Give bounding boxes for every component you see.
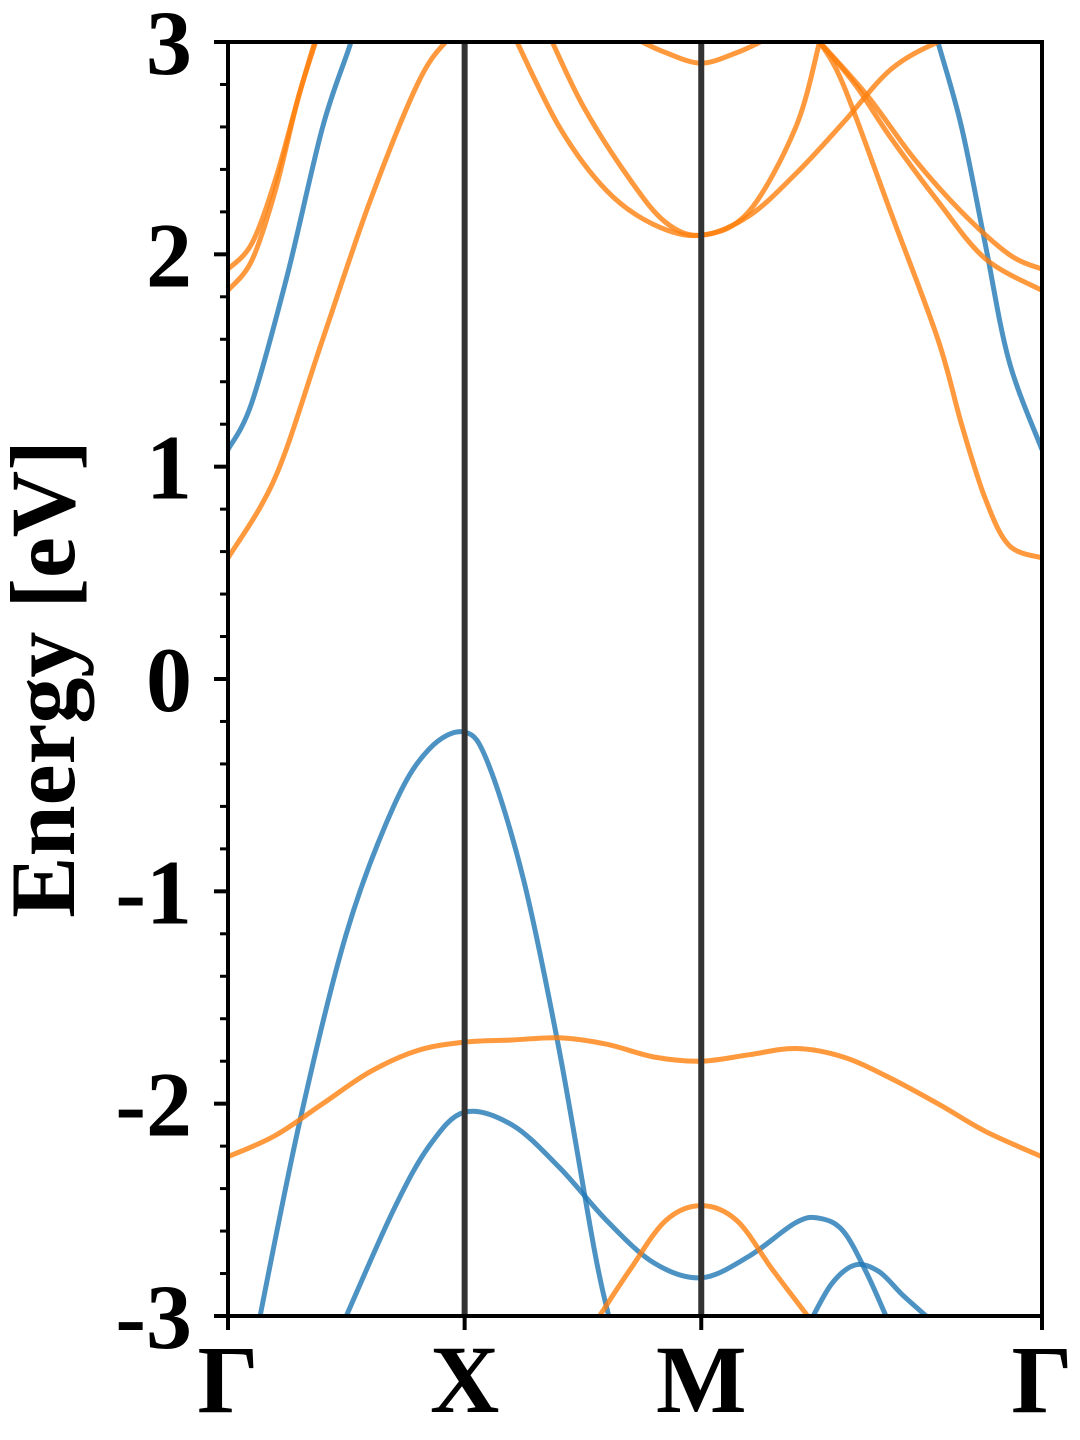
y-axis-label: Energy [eV] [0, 440, 94, 918]
y-tick-label: 3 [146, 0, 192, 94]
band-series-layer [228, 42, 1042, 1316]
y-tick-label: 0 [146, 629, 192, 731]
y-tick-label: -1 [115, 841, 192, 943]
spin_up-band-0 [228, 42, 354, 451]
y-tick-label: -3 [115, 1266, 192, 1368]
spin_up-band-2 [344, 1108, 889, 1316]
x-tick-label: Γ [1011, 1326, 1072, 1433]
spin_up-band-4 [935, 42, 1042, 451]
spin_up-band-3 [810, 1261, 930, 1316]
y-ticks: -3 -2 -1 0 1 2 3 [115, 0, 228, 1368]
spin_down-band-5 [228, 42, 450, 560]
y-tick-label: 2 [146, 204, 192, 306]
x-tick-label: Γ [197, 1326, 258, 1433]
spin_down-band-7 [228, 42, 318, 272]
spin_down-band-12 [817, 42, 1042, 293]
spin_down-band-13 [817, 42, 1042, 561]
spin_down-band-9 [549, 42, 945, 238]
x-tick-label: M [656, 1326, 747, 1433]
spin_down-band-8 [514, 42, 823, 239]
spin_down-band-14 [228, 1035, 1042, 1160]
spin_down-band-11 [817, 42, 1042, 272]
plot-frame [226, 40, 1044, 1318]
x-tick-label: X [430, 1326, 499, 1433]
y-tick-label: 1 [146, 417, 192, 519]
kpath-lines-layer [461, 42, 705, 1316]
y-tick-label: -2 [115, 1054, 192, 1156]
